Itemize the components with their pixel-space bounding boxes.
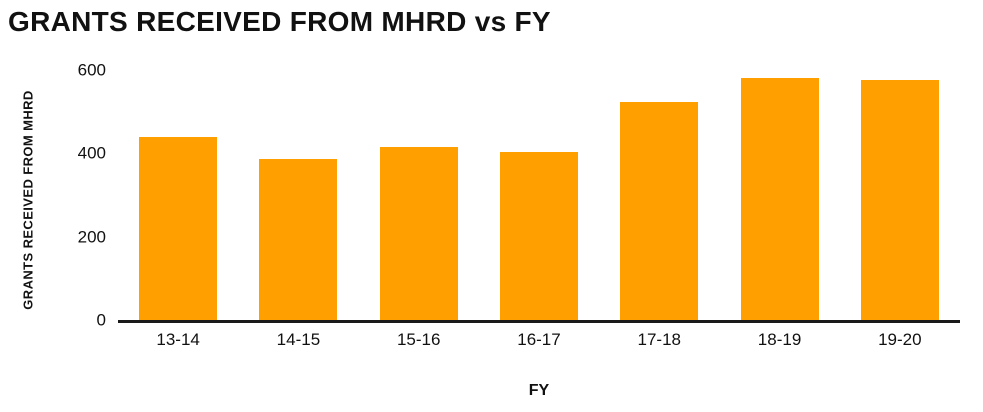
bar-16-17 bbox=[499, 152, 578, 320]
bar-slot bbox=[599, 70, 719, 320]
bar-15-16 bbox=[379, 147, 458, 320]
x-tick-label: 19-20 bbox=[878, 330, 922, 349]
bar-14-15 bbox=[259, 158, 338, 320]
x-tick-label: 18-19 bbox=[757, 330, 802, 349]
y-tick-label: 400 bbox=[77, 143, 106, 163]
x-tick-label: 13-14 bbox=[156, 330, 200, 349]
y-tick-label: 600 bbox=[77, 60, 106, 80]
x-tick-label: 14-15 bbox=[276, 330, 321, 349]
x-tick-label: 17-18 bbox=[637, 330, 681, 349]
bar-slot bbox=[479, 70, 599, 320]
bar-17-18 bbox=[620, 102, 699, 320]
y-axis-title: GRANTS RECEIVED FROM MHRD bbox=[20, 90, 36, 310]
x-tick-label: 15-16 bbox=[396, 330, 441, 349]
bar-slot bbox=[118, 70, 238, 320]
bar-slot bbox=[238, 70, 358, 320]
bar-slot bbox=[719, 70, 839, 320]
bar-18-19 bbox=[740, 78, 819, 320]
bar-19-20 bbox=[860, 80, 939, 320]
bar-slot bbox=[359, 70, 479, 320]
y-tick-label: 0 bbox=[96, 310, 106, 330]
y-tick-label: 200 bbox=[77, 227, 106, 247]
x-tick-labels: 13-14 14-15 15-16 16-17 17-18 18-19 19-20 bbox=[118, 330, 960, 350]
x-axis-title: FY bbox=[528, 382, 550, 399]
x-tick-label: 16-17 bbox=[517, 330, 561, 349]
y-tick-labels: 0 200 400 600 bbox=[56, 62, 106, 329]
bar-slot bbox=[840, 70, 960, 320]
bar-13-14 bbox=[139, 136, 218, 320]
plot-area bbox=[118, 70, 960, 323]
chart-title: GRANTS RECEIVED FROM MHRD vs FY bbox=[8, 6, 551, 37]
